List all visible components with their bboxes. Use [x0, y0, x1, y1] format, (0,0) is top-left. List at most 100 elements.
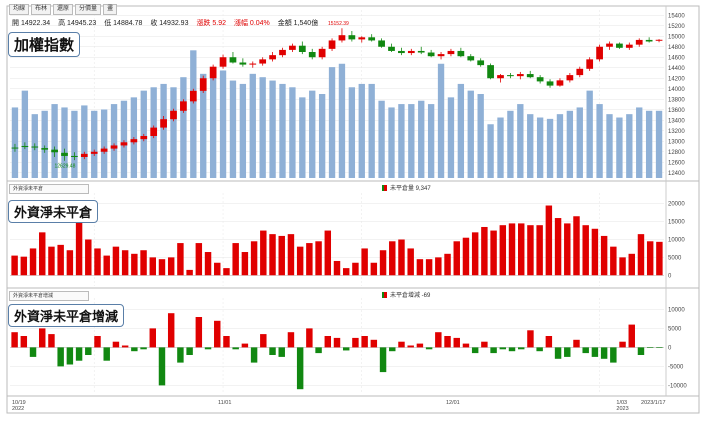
- tab-bollinger[interactable]: 布林: [31, 4, 52, 15]
- volume-bar: [606, 114, 613, 178]
- oi-bar: [66, 250, 74, 276]
- candle-body: [556, 80, 564, 86]
- tab-restore[interactable]: 還原: [53, 4, 74, 15]
- volume-bar: [457, 83, 465, 178]
- delta-bar: [149, 328, 156, 348]
- volume-bar: [348, 87, 356, 178]
- price-y-tick: 14000: [668, 87, 685, 93]
- delta-bar: [204, 347, 212, 350]
- volume-bar: [536, 117, 544, 178]
- delta-panel-title: 外資淨未平倉增減: [8, 304, 125, 327]
- volume-bar: [378, 100, 385, 178]
- toolbar: 均線 布林 還原 分價量 畫: [9, 4, 118, 15]
- delta-bar: [416, 343, 424, 348]
- low-annotation: 12629.48: [55, 164, 76, 170]
- delta-bar: [573, 339, 580, 348]
- tab-draw[interactable]: 畫: [103, 4, 118, 15]
- delta-bar: [610, 347, 617, 363]
- volume-bar: [209, 67, 217, 178]
- tab-ma[interactable]: 均線: [9, 4, 30, 15]
- oi-bar: [48, 246, 55, 276]
- oi-bar: [389, 241, 396, 276]
- delta-bar: [296, 347, 304, 390]
- oi-bar: [554, 218, 562, 276]
- candle-body: [447, 50, 455, 55]
- volume-bar: [239, 83, 247, 178]
- candle-body: [427, 52, 435, 57]
- candle-body: [645, 39, 653, 42]
- candle-body: [239, 62, 247, 65]
- candle-body: [140, 136, 148, 140]
- candle-body: [566, 75, 574, 81]
- candle-body: [655, 39, 663, 41]
- delta-y-tick: -5000: [668, 364, 684, 370]
- oi-bar: [287, 234, 295, 276]
- quote-close: 收 14932.93: [150, 20, 189, 27]
- volume-bar: [556, 114, 564, 178]
- delta-bar: [158, 347, 166, 386]
- candle-body: [90, 151, 98, 154]
- candle-body: [31, 146, 39, 148]
- oi-bar: [223, 268, 230, 276]
- quote-amount: 金額 1,540億: [277, 20, 319, 27]
- oi-bar: [646, 241, 654, 276]
- oi-bar: [398, 239, 405, 276]
- candle-body: [21, 145, 29, 148]
- oi-bar: [214, 262, 221, 276]
- oi-bar: [75, 219, 83, 276]
- price-y-tick: 12400: [668, 171, 685, 177]
- oi-bar: [85, 239, 92, 276]
- delta-bar: [342, 347, 350, 351]
- tab-volume-profile[interactable]: 分價量: [75, 4, 102, 15]
- candle-body: [596, 46, 603, 60]
- oi-bar: [232, 243, 239, 276]
- volume-bar: [497, 117, 504, 178]
- volume-bar: [249, 73, 256, 178]
- volume-bar: [279, 83, 286, 178]
- volume-bar: [408, 104, 415, 178]
- oi-bar: [195, 243, 203, 276]
- oi-selector[interactable]: 外資淨未平倉: [9, 184, 89, 194]
- volume-bar: [527, 114, 534, 178]
- candle-body: [576, 68, 584, 76]
- volume-bar: [219, 70, 227, 178]
- volume-bar: [259, 77, 266, 178]
- chart-frame: [6, 5, 700, 414]
- candle-body: [497, 75, 504, 79]
- delta-selector[interactable]: 外資淨未平倉增減: [9, 291, 89, 301]
- delta-legend: 未平倉增減 -69: [382, 290, 430, 299]
- oi-bar: [610, 246, 617, 276]
- delta-bar: [223, 336, 230, 348]
- oi-bar: [57, 244, 64, 276]
- volume-bar: [120, 100, 128, 178]
- oi-bar: [370, 262, 378, 276]
- delta-y-tick: 0: [668, 345, 672, 351]
- oi-bar: [536, 225, 543, 276]
- delta-bar: [637, 347, 645, 355]
- oi-bar: [306, 243, 313, 276]
- volume-bar: [447, 97, 455, 178]
- delta-bar: [48, 334, 55, 348]
- oi-bar: [39, 232, 46, 276]
- oi-bar: [564, 223, 571, 276]
- candle-body: [358, 37, 366, 40]
- delta-bar: [471, 347, 479, 354]
- delta-bar: [582, 347, 589, 354]
- delta-bar: [407, 345, 414, 348]
- delta-bar: [518, 347, 525, 350]
- delta-bar: [490, 347, 497, 354]
- volume-bar: [110, 104, 118, 178]
- x-tick-label: 10/19 2022: [12, 400, 26, 412]
- delta-bar: [361, 336, 368, 348]
- delta-bar: [186, 347, 193, 355]
- delta-bar: [462, 343, 470, 348]
- price-y-tick: 14400: [668, 66, 685, 72]
- candle-body: [120, 142, 128, 146]
- oi-bar: [260, 230, 267, 276]
- delta-bar: [508, 347, 516, 352]
- oi-bar: [241, 252, 249, 276]
- oi-bar: [573, 216, 580, 276]
- oi-bar: [508, 223, 516, 276]
- delta-bar: [554, 347, 562, 359]
